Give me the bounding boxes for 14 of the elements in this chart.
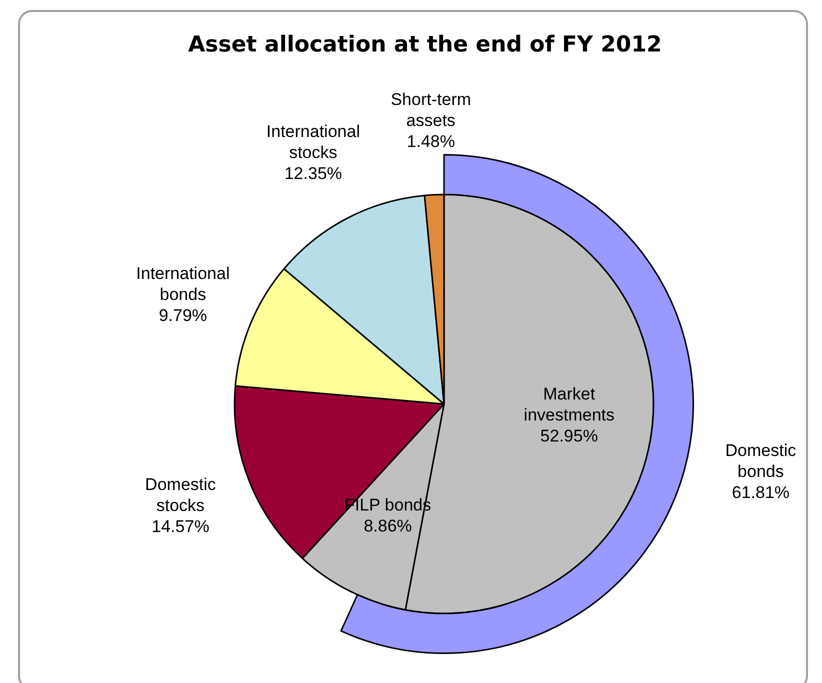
data-label: 52.95% (540, 426, 598, 446)
data-label: 61.81% (732, 483, 790, 502)
data-label: 1.48% (406, 132, 455, 152)
slice-label: Short-term assets (390, 90, 472, 130)
slice-label: International bonds (136, 264, 230, 304)
slice-label: Domestic stocks (145, 475, 216, 516)
slice-label: International stocks (266, 122, 360, 162)
slice-label: Market investments (524, 384, 614, 424)
data-label: 12.35% (284, 164, 342, 184)
slice-label: Domestic bonds (725, 441, 797, 482)
chart-title: Asset allocation at the end of FY 2012 (188, 32, 662, 58)
data-label: 8.86% (364, 516, 412, 536)
data-label: 14.57% (152, 517, 210, 536)
data-label: 9.79% (158, 306, 208, 326)
